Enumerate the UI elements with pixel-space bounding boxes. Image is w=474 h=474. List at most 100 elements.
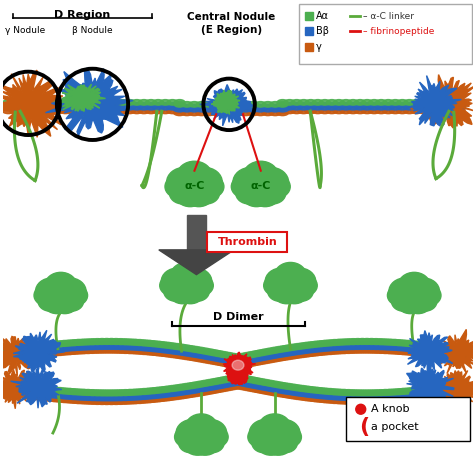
Ellipse shape [442, 348, 457, 356]
Ellipse shape [413, 292, 437, 311]
Ellipse shape [360, 346, 374, 353]
Ellipse shape [17, 383, 28, 389]
Polygon shape [436, 329, 474, 374]
Ellipse shape [249, 385, 264, 392]
Ellipse shape [246, 377, 258, 383]
Ellipse shape [375, 339, 387, 345]
Ellipse shape [269, 109, 282, 116]
Ellipse shape [60, 292, 83, 311]
Text: Central Nodule
(E Region): Central Nodule (E Region) [187, 12, 275, 35]
Ellipse shape [174, 101, 185, 107]
Ellipse shape [20, 391, 34, 399]
Ellipse shape [110, 338, 122, 345]
Ellipse shape [165, 389, 180, 396]
Ellipse shape [155, 345, 171, 353]
Ellipse shape [263, 351, 278, 359]
Ellipse shape [360, 397, 374, 404]
Ellipse shape [230, 357, 246, 365]
Ellipse shape [175, 392, 189, 399]
Ellipse shape [138, 340, 150, 346]
Ellipse shape [332, 103, 346, 110]
Ellipse shape [72, 396, 86, 403]
Ellipse shape [48, 344, 63, 352]
Ellipse shape [100, 393, 114, 401]
Ellipse shape [181, 109, 193, 116]
Ellipse shape [384, 339, 396, 345]
Ellipse shape [44, 394, 57, 401]
Ellipse shape [174, 347, 189, 355]
Ellipse shape [2, 107, 15, 114]
Ellipse shape [283, 345, 295, 351]
Ellipse shape [29, 350, 44, 358]
Ellipse shape [3, 100, 14, 105]
Ellipse shape [232, 374, 244, 380]
Ellipse shape [142, 347, 156, 355]
Ellipse shape [453, 100, 464, 105]
Ellipse shape [169, 182, 195, 204]
Ellipse shape [417, 103, 430, 110]
Ellipse shape [411, 100, 422, 105]
Ellipse shape [341, 100, 351, 105]
Ellipse shape [95, 341, 109, 349]
Ellipse shape [418, 100, 429, 105]
Ellipse shape [231, 175, 259, 198]
Ellipse shape [343, 339, 355, 345]
Ellipse shape [298, 100, 309, 105]
Ellipse shape [424, 107, 437, 114]
Ellipse shape [194, 419, 227, 447]
Ellipse shape [10, 386, 25, 393]
Ellipse shape [323, 396, 337, 403]
Ellipse shape [318, 103, 332, 110]
Ellipse shape [123, 107, 136, 114]
Polygon shape [13, 330, 65, 372]
Ellipse shape [447, 349, 462, 356]
Ellipse shape [188, 109, 201, 116]
Ellipse shape [442, 386, 457, 394]
Ellipse shape [383, 100, 393, 105]
Ellipse shape [376, 100, 387, 105]
Ellipse shape [222, 360, 236, 367]
Ellipse shape [45, 342, 56, 348]
Ellipse shape [66, 103, 80, 110]
Text: Aα: Aα [316, 11, 329, 21]
Ellipse shape [323, 343, 337, 351]
Ellipse shape [72, 346, 86, 354]
Ellipse shape [257, 433, 284, 455]
Ellipse shape [248, 427, 273, 447]
Ellipse shape [64, 388, 75, 394]
Ellipse shape [58, 347, 72, 355]
Ellipse shape [62, 392, 77, 399]
Ellipse shape [100, 397, 114, 404]
Ellipse shape [233, 101, 244, 107]
Ellipse shape [138, 100, 149, 105]
Ellipse shape [410, 107, 423, 114]
Ellipse shape [138, 389, 150, 394]
Ellipse shape [263, 101, 273, 107]
Ellipse shape [48, 348, 62, 356]
Ellipse shape [53, 391, 67, 399]
Ellipse shape [48, 394, 62, 402]
Polygon shape [200, 84, 253, 126]
Ellipse shape [198, 351, 213, 359]
Ellipse shape [189, 101, 200, 107]
Ellipse shape [71, 392, 86, 400]
Ellipse shape [152, 107, 164, 114]
Ellipse shape [170, 388, 184, 396]
Ellipse shape [87, 390, 99, 396]
Ellipse shape [95, 346, 109, 353]
Ellipse shape [45, 387, 56, 392]
Ellipse shape [133, 396, 146, 403]
Ellipse shape [190, 346, 202, 352]
Ellipse shape [447, 386, 462, 393]
Ellipse shape [388, 396, 401, 403]
Ellipse shape [356, 390, 368, 396]
Ellipse shape [209, 350, 220, 356]
Ellipse shape [258, 352, 273, 360]
Ellipse shape [369, 346, 383, 353]
Ellipse shape [170, 351, 184, 358]
Ellipse shape [137, 343, 152, 351]
Ellipse shape [426, 343, 438, 349]
Ellipse shape [268, 266, 313, 303]
Ellipse shape [45, 273, 77, 299]
Ellipse shape [198, 356, 212, 363]
